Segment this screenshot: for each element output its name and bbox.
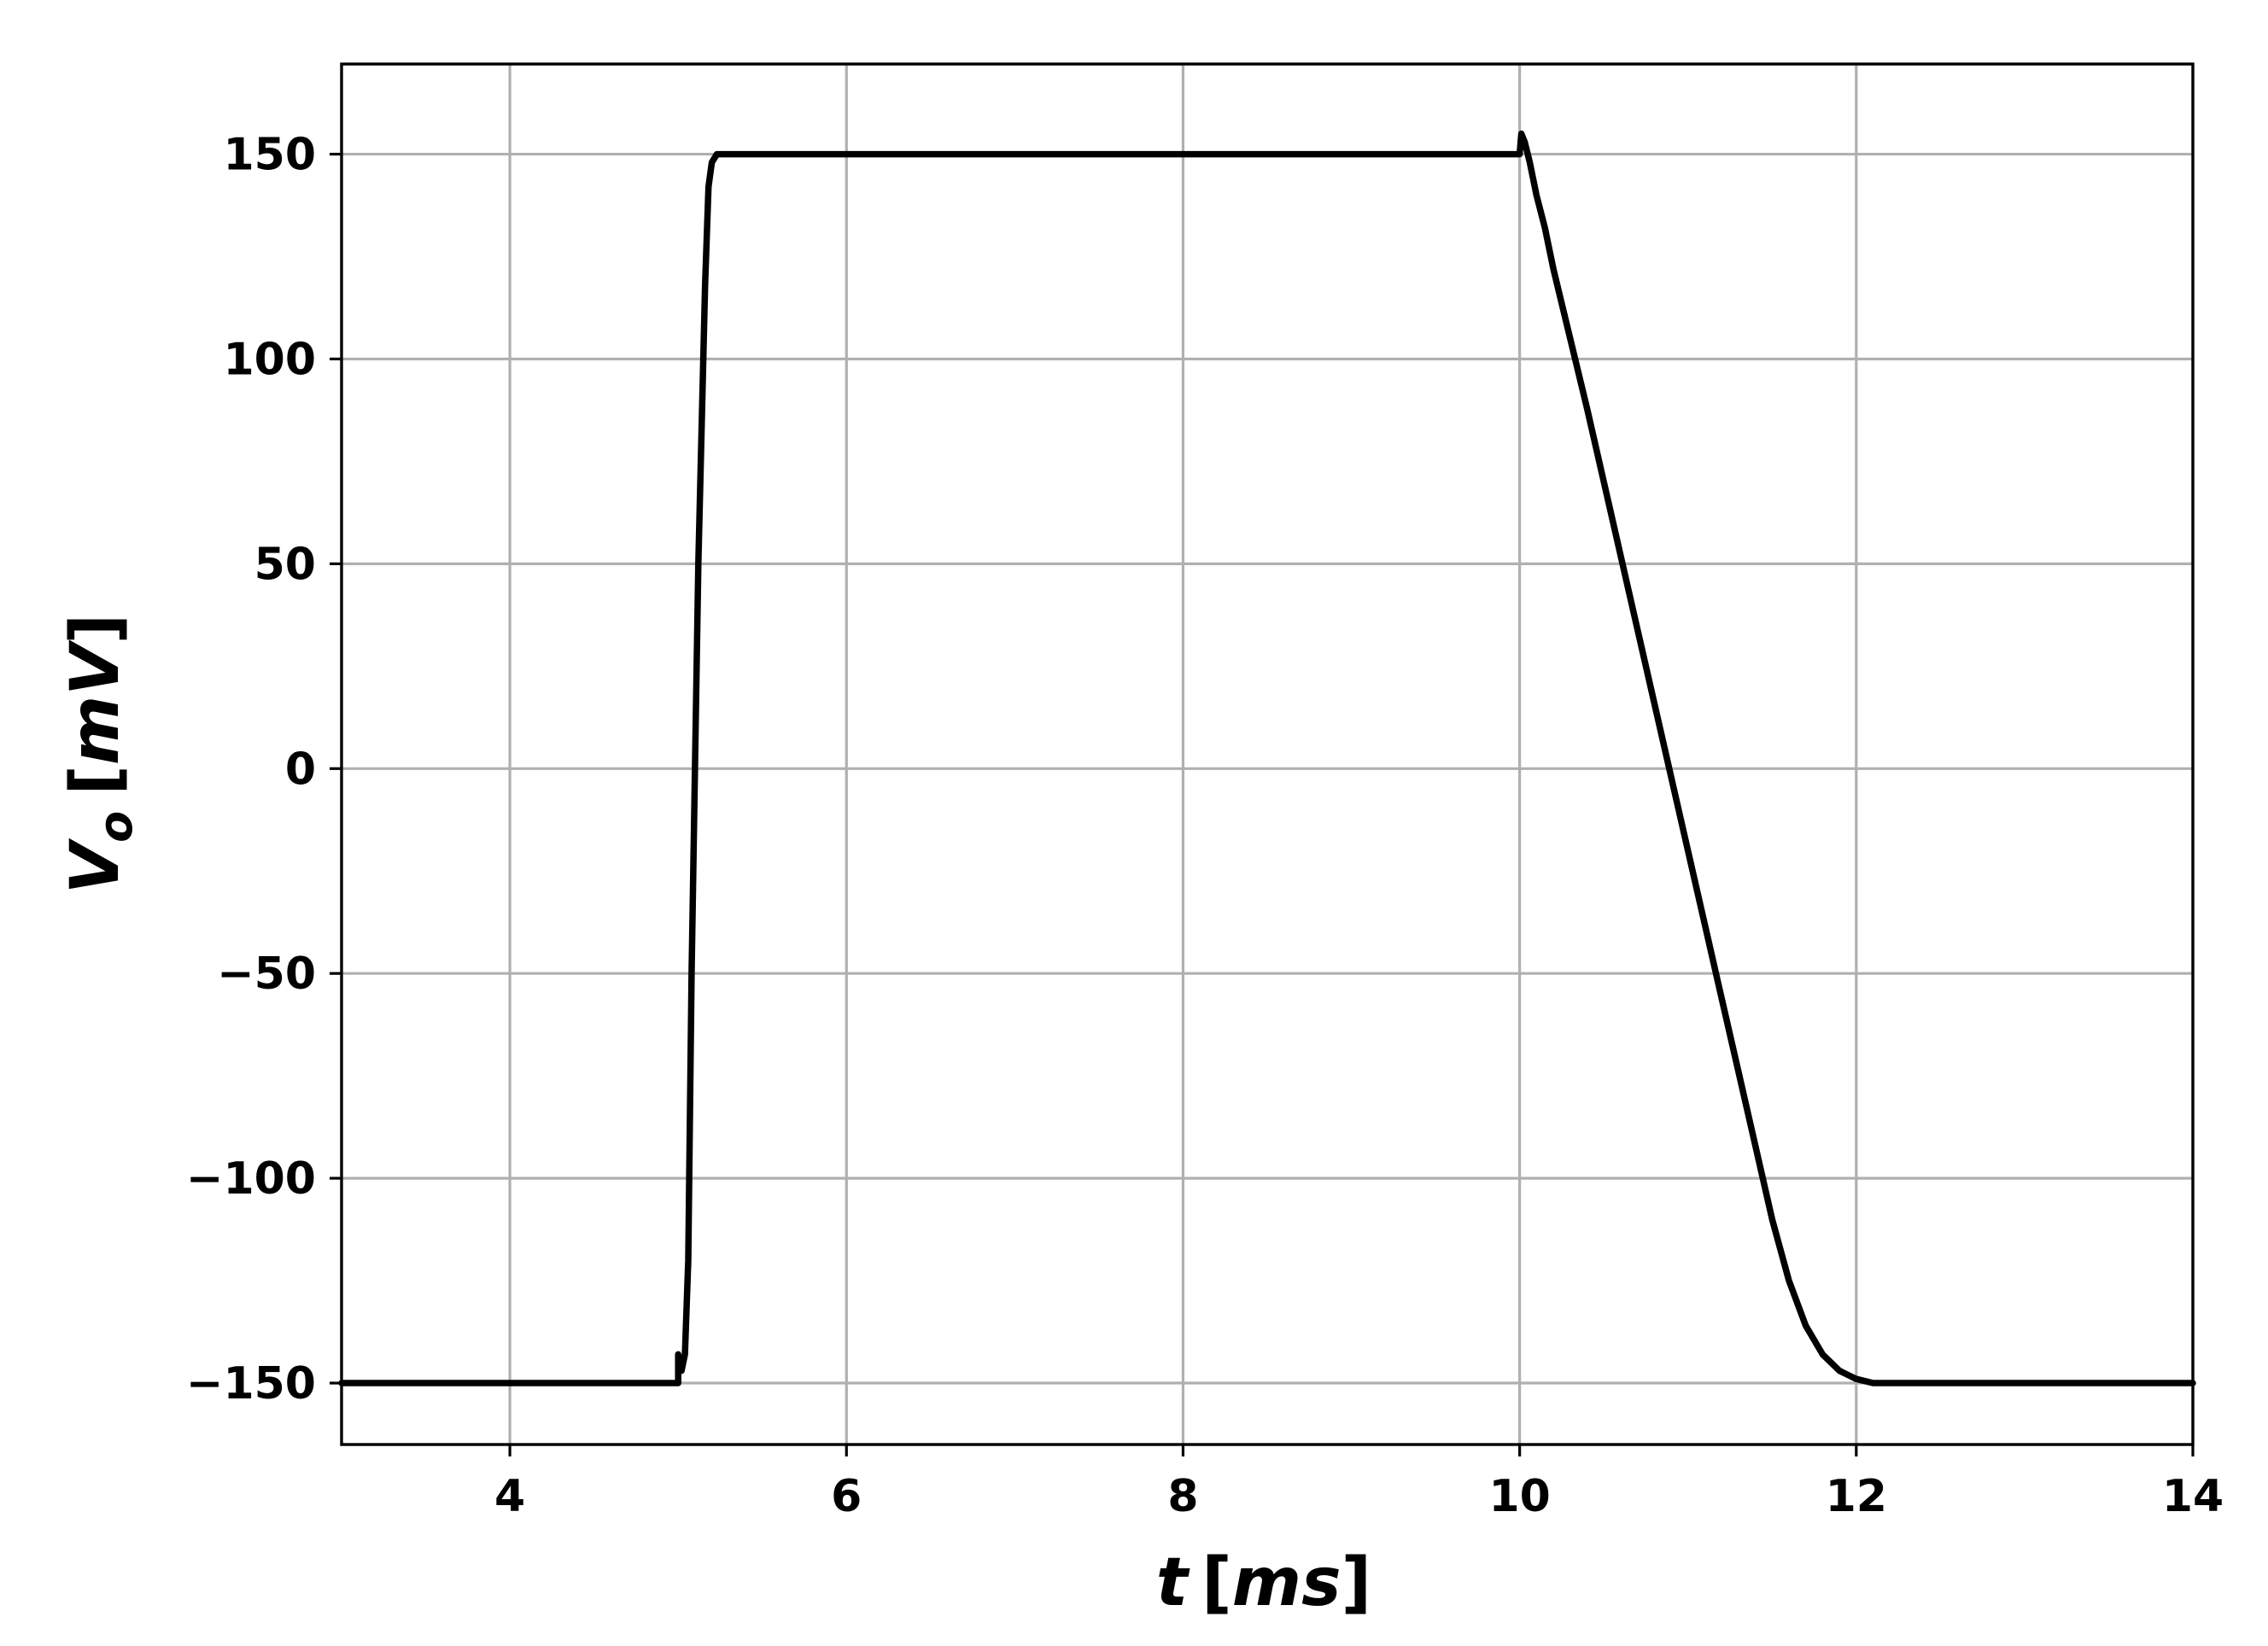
x-tick-label-4: 4 xyxy=(494,1471,525,1522)
y-gridlines xyxy=(342,152,2193,1385)
x-tick-label-8: 8 xyxy=(1167,1471,1198,1522)
y-tick-label-50: 50 xyxy=(254,539,316,590)
plot-frame xyxy=(340,62,2195,1446)
x-axis-label-variable: t xyxy=(1156,1544,1190,1621)
x-axis-label-unit: ms xyxy=(1232,1544,1342,1621)
y-tick-label-0: 0 xyxy=(285,744,316,795)
y-axis-label-subscript: o xyxy=(89,811,143,843)
x-tick-label-14: 14 xyxy=(2162,1471,2224,1522)
y-axis-label-variable: V xyxy=(57,838,134,894)
series-line xyxy=(338,130,2196,1386)
y-tick-label--100: −100 xyxy=(186,1153,316,1205)
x-tick-label-12: 12 xyxy=(1826,1471,1887,1522)
y-tick-label--150: −150 xyxy=(186,1358,316,1410)
x-tick-label-10: 10 xyxy=(1488,1471,1550,1522)
x-axis-label: t [ms] xyxy=(1156,1544,1371,1621)
x-gridlines xyxy=(508,64,2195,1445)
y-tick-label-150: 150 xyxy=(223,130,316,181)
x-ticks: 4 6 8 10 12 14 xyxy=(494,1445,2224,1522)
y-axis-label-unit: mV xyxy=(57,639,134,765)
y-ticks: 150 100 50 0 −50 −100 −150 xyxy=(186,130,342,1410)
y-axis-label: Vo[mV] xyxy=(57,614,143,894)
y-tick-label--50: −50 xyxy=(217,948,316,1000)
x-tick-label-6: 6 xyxy=(831,1471,862,1522)
y-tick-label-100: 100 xyxy=(223,334,316,385)
